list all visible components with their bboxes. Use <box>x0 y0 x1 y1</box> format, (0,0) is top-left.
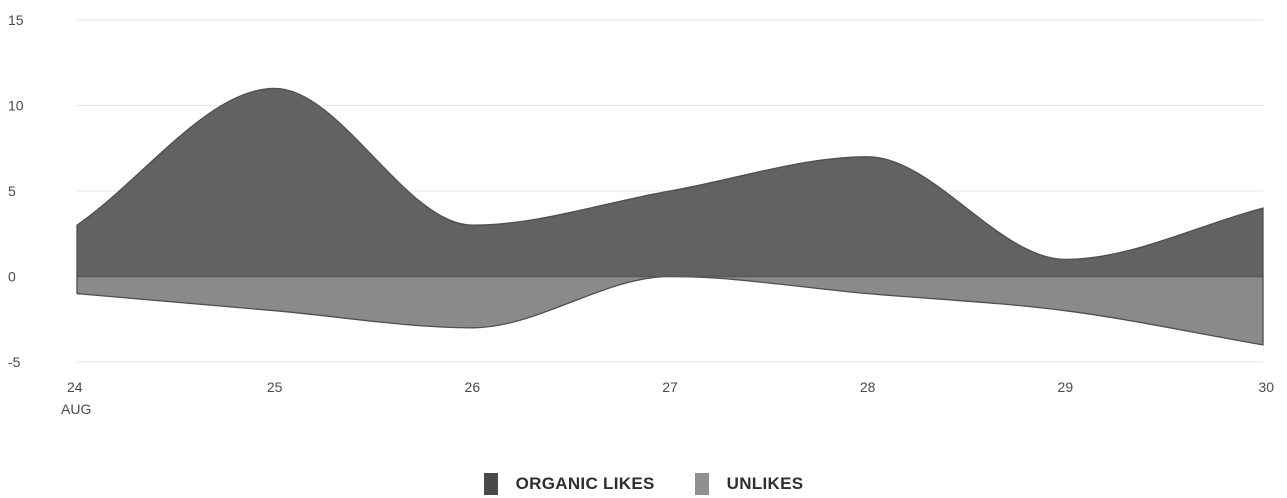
x-tick-label: 27 <box>662 379 678 395</box>
legend-label-unlikes: UNLIKES <box>726 474 804 493</box>
y-tick-label: 5 <box>8 183 16 199</box>
area-organic-likes <box>76 87 1264 278</box>
y-tick-label: 10 <box>8 98 24 114</box>
legend-item-organic-likes[interactable]: ORGANIC LIKES <box>483 473 655 495</box>
x-tick-label: 28 <box>860 379 876 395</box>
x-tick-label: 30 <box>1258 379 1274 395</box>
y-tick-label: 15 <box>8 12 24 28</box>
legend: ORGANIC LIKES UNLIKES <box>0 470 1287 498</box>
y-tick-label: -5 <box>8 354 21 370</box>
legend-swatch-organic-likes <box>483 473 498 495</box>
series-areas <box>76 87 1264 346</box>
y-axis-ticks: 15 10 5 0 -5 <box>8 12 24 370</box>
x-tick-label: 24 <box>67 379 83 395</box>
legend-label-organic-likes: ORGANIC LIKES <box>515 474 655 493</box>
x-tick-label: 25 <box>267 379 283 395</box>
x-tick-label: 26 <box>465 379 481 395</box>
area-unlikes <box>76 275 1264 346</box>
chart-svg: 15 10 5 0 -5 24 25 26 27 28 29 30 AUG <box>8 12 1274 417</box>
legend-swatch-unlikes <box>694 473 709 495</box>
legend-item-unlikes[interactable]: UNLIKES <box>694 473 804 495</box>
x-month-label: AUG <box>61 401 91 417</box>
x-tick-label: 29 <box>1058 379 1074 395</box>
x-axis-ticks: 24 25 26 27 28 29 30 AUG <box>61 379 1274 417</box>
y-tick-label: 0 <box>8 269 16 285</box>
